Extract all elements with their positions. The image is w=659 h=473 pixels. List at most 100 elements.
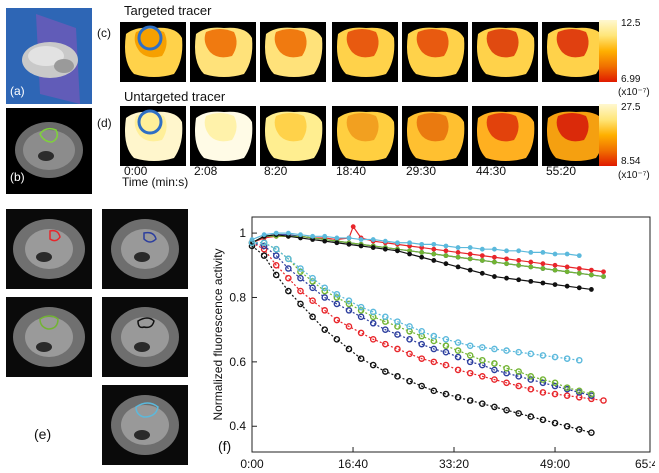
data-point-black-open [515,410,522,417]
colorbar-untargeted-min: 8.54 [621,156,641,167]
colorbar-untargeted [599,104,617,166]
data-point-black-filled [479,270,485,276]
panel-d-label: (d) [97,116,112,130]
data-point-black-filled [419,254,425,260]
data-point-green-open [575,387,583,395]
targeted-frame [472,22,538,82]
data-point-green-open [515,368,522,375]
targeted-frame [402,22,468,82]
time-point-label: 18:40 [336,164,367,178]
data-point-black-filled [576,285,582,291]
data-point-blue-open [406,336,413,343]
data-point-blue-open [369,319,377,327]
data-point-green-filled [516,262,522,268]
targeted-frame [332,22,398,82]
data-point-black-filled [346,241,352,247]
time-point-label: 29:30 [406,164,437,178]
data-point-red-open [321,307,329,314]
data-point-black-open [575,426,583,433]
targeted-frame [190,22,256,82]
data-point-green-filled [443,253,449,259]
panel-a-render: (a) [6,8,92,104]
untargeted-frame [120,106,186,166]
data-point-green-filled [455,254,461,260]
data-point-cyan-open [333,290,341,298]
data-point-black-open [551,419,559,427]
panel-b-mri: (b) [6,108,92,194]
colorbar-targeted-max: 12.5 [621,18,641,29]
data-point-green-open [551,379,559,387]
data-point-red-filled [479,253,485,259]
data-point-black-open [382,368,389,375]
data-point-red-open [563,392,571,399]
data-point-cyan-filled [322,233,328,239]
data-point-red-open [551,390,559,398]
y-tick-label: 1 [239,226,246,240]
data-point-red-open [600,397,607,404]
data-point-blue-open [442,348,450,356]
targeted-frame [260,22,326,82]
panel-f-label: (f) [218,438,232,454]
data-point-black-open [321,326,329,333]
data-point-black-open [357,355,365,362]
data-point-red-open [454,366,462,374]
data-point-red-filled [467,251,473,257]
data-point-blue-open [491,366,498,374]
data-point-cyan-filled [528,250,534,255]
data-point-red-open [345,323,353,330]
data-point-black-filled [504,275,509,281]
data-point-red-filled [350,224,356,230]
data-point-red-open [309,297,316,304]
data-point-red-open [442,361,450,369]
x-tick-label: 33:20 [439,457,469,471]
data-point-green-open [563,384,571,391]
series-line-black-open [251,245,592,434]
fluorescence-chart: 0:00 16:40 33:20 49:00 65:40 0.4 0.6 0.8 1 Time (… [211,216,655,473]
data-point-black-filled [370,245,376,250]
data-point-cyan-open [430,332,438,340]
roi-mri-green [6,297,92,377]
untargeted-frame [402,106,468,166]
data-point-cyan-open [527,350,535,358]
data-point-red-filled [576,266,582,271]
data-point-black-open [260,252,268,259]
data-point-red-filled [431,246,437,252]
mri-slice-b [15,122,83,178]
data-point-blue-open [466,358,474,366]
colorbar-targeted-unit: (x10⁻⁷) [618,87,650,98]
data-point-green-filled [540,266,546,271]
data-point-cyan-filled [443,243,449,249]
data-point-cyan-open [248,239,256,247]
series-line-cyan-filled [251,232,580,257]
data-point-cyan-open [418,327,425,335]
y-tick-label: 0.8 [229,290,246,304]
data-point-cyan-filled [285,230,291,236]
data-point-green-open [479,356,486,364]
data-point-cyan-filled [504,248,509,254]
data-point-cyan-filled [273,230,279,236]
data-point-blue-open [272,252,280,259]
data-point-green-open [539,376,547,383]
time-axis-label: Time (min:s) [122,175,189,189]
data-point-red-open [272,261,280,269]
data-point-cyan-open [297,265,304,272]
data-point-black-filled [516,277,522,283]
data-point-green-open [491,360,498,367]
data-point-black-filled [443,261,449,267]
data-point-red-open [369,336,377,343]
untargeted-frame [542,106,608,166]
data-point-green-open [454,347,462,354]
y-axis-label: Normalized fluorescence activity [211,248,225,420]
data-point-red-open [430,358,438,366]
time-point-label: 8:20 [264,164,288,178]
data-point-cyan-open [369,308,377,316]
untargeted-frame [260,106,326,166]
data-point-red-filled [528,259,534,265]
data-point-black-open [442,390,450,398]
data-point-green-filled [588,272,594,278]
data-point-cyan-open [345,297,353,304]
y-tick-label: 0.6 [229,355,246,369]
data-point-cyan-open [563,355,571,362]
data-point-green-filled [504,261,509,267]
data-point-cyan-open [454,339,462,346]
